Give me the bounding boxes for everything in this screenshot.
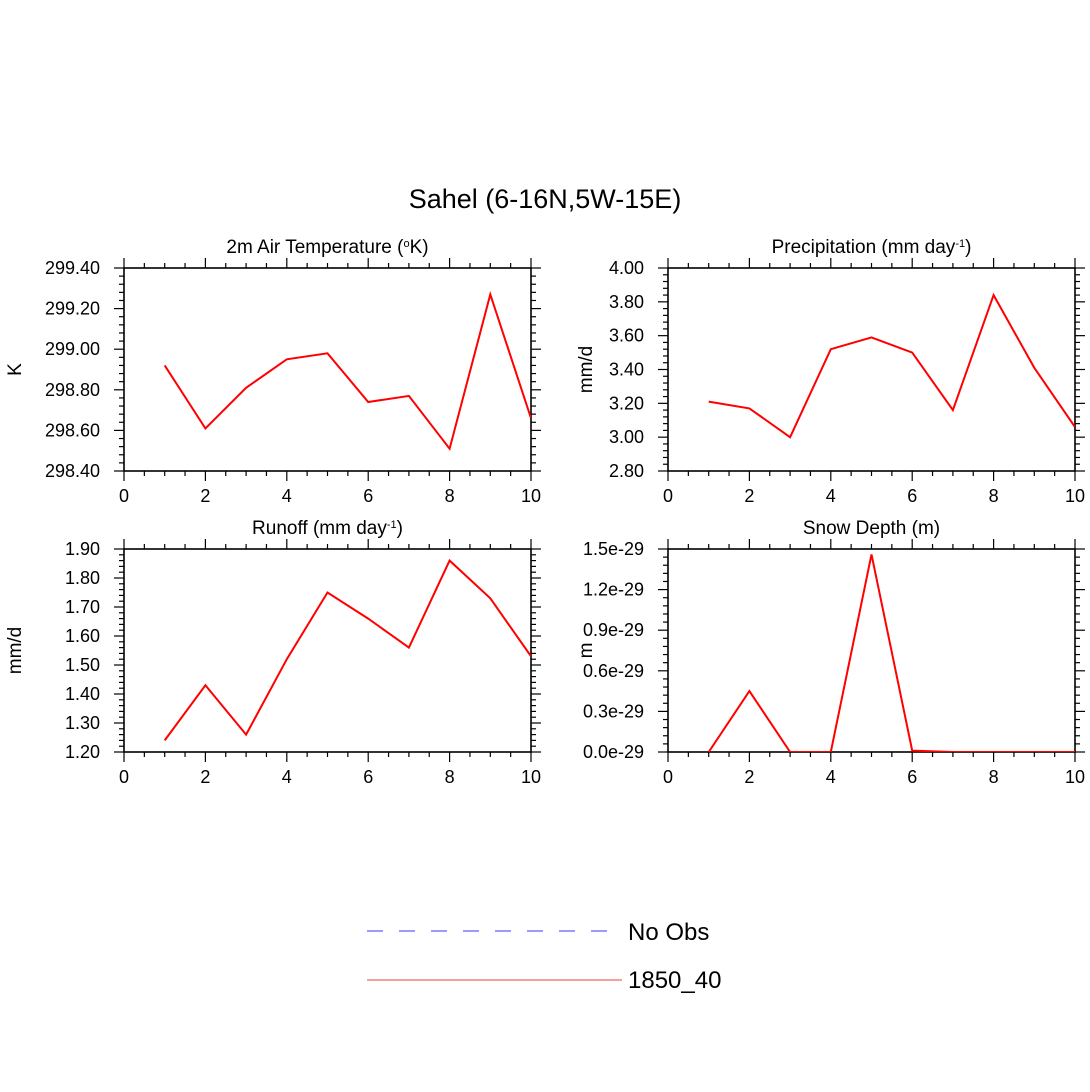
x-tick-label: 2 (744, 767, 754, 787)
panel-title-after: K) (410, 237, 429, 258)
legend: No Obs 1850_40 (367, 919, 721, 994)
y-tick-label: 298.60 (45, 420, 100, 440)
panel-precipitation: Precipitation (mm day-1) mm/d 0 2 4 6 8 10 2.8… (576, 237, 1085, 506)
y-axis-label: mm/d (5, 627, 26, 675)
y-tick-label: 299.20 (45, 299, 100, 319)
panel-title: Runoff (mm day-1) (252, 518, 403, 539)
figure-title: Sahel (6-16N,5W-15E) (409, 184, 682, 214)
x-tick-label: 6 (363, 767, 373, 787)
panel-title: 2m Air Temperature (oK) (226, 237, 428, 258)
y-tick-label: 1.50 (65, 655, 100, 675)
x-tick-label: 6 (907, 486, 917, 506)
y-tick-label: 3.40 (609, 360, 644, 380)
panel-title-after: ) (965, 237, 971, 258)
series-line-1850-40 (163, 558, 531, 741)
panel-snow-depth: Snow Depth (m) m 0 2 4 6 8 10 0.0e-29 0.3e-29 0.… (576, 518, 1085, 787)
y-tick-label: 298.80 (45, 380, 100, 400)
y-axis-label: mm/d (576, 346, 597, 394)
x-tick-label: 8 (445, 486, 455, 506)
y-tick-label: 1.70 (65, 597, 100, 617)
legend-label-1850-40: 1850_40 (628, 967, 721, 994)
x-tick-label: 10 (521, 486, 541, 506)
x-tick-label: 0 (663, 767, 673, 787)
panel-title-text: Precipitation (mm day (772, 237, 956, 258)
panel-title-after: ) (397, 518, 403, 539)
panel-title: Precipitation (mm day-1) (772, 237, 972, 258)
y-tick-label: 1.2e-29 (583, 580, 644, 600)
y-tick-label: 1.5e-29 (583, 539, 644, 559)
y-tick-label: 0.3e-29 (583, 701, 644, 721)
x-tick-label: 8 (445, 767, 455, 787)
y-tick-label: 3.80 (609, 292, 644, 312)
y-tick-label: 3.60 (609, 326, 644, 346)
y-axis-label: K (5, 363, 26, 376)
x-tick-label: 6 (907, 767, 917, 787)
series-line-1850-40 (707, 554, 1075, 752)
y-tick-label: 0.0e-29 (583, 742, 644, 762)
x-tick-label: 2 (200, 767, 210, 787)
x-tick-label: 0 (119, 767, 129, 787)
y-tick-label: 2.80 (609, 461, 644, 481)
y-tick-label: 1.60 (65, 626, 100, 646)
x-tick-label: 4 (282, 486, 292, 506)
y-tick-label: 1.80 (65, 568, 100, 588)
series-line-1850-40 (708, 292, 1075, 439)
x-tick-label: 4 (826, 767, 836, 787)
panel-runoff: Runoff (mm day-1) mm/d 0 2 4 6 8 10 1.20 1.30 1.… (5, 518, 541, 787)
panel-air-temperature: 2m Air Temperature (oK) K 0 2 4 6 8 10 298.40 2… (5, 237, 541, 506)
legend-label-no-obs: No Obs (628, 919, 709, 946)
series-line-1850-40 (163, 290, 531, 451)
panel-title-sup: -1 (955, 238, 965, 250)
x-tick-label: 6 (363, 486, 373, 506)
panel-title-sup: -1 (387, 519, 397, 531)
x-tick-label: 2 (200, 486, 210, 506)
x-tick-label: 10 (1065, 767, 1085, 787)
y-tick-label: 298.40 (45, 461, 100, 481)
x-tick-label: 10 (1065, 486, 1085, 506)
panel-title-text: Runoff (mm day (252, 518, 387, 539)
y-tick-label: 4.00 (609, 258, 644, 278)
x-tick-label: 2 (744, 486, 754, 506)
x-tick-label: 0 (119, 486, 129, 506)
y-tick-label: 1.40 (65, 684, 100, 704)
y-tick-label: 3.00 (609, 427, 644, 447)
panel-title-sup: o (403, 238, 409, 250)
x-tick-label: 10 (521, 767, 541, 787)
y-tick-label: 0.9e-29 (583, 620, 644, 640)
y-tick-label: 1.20 (65, 742, 100, 762)
panel-title-text: Snow Depth (m) (803, 518, 940, 539)
y-tick-label: 299.40 (45, 258, 100, 278)
y-tick-label: 1.90 (65, 539, 100, 559)
x-tick-label: 0 (663, 486, 673, 506)
plot-frame (667, 267, 1076, 472)
y-axis-label: m (576, 643, 597, 659)
panel-title: Snow Depth (m) (803, 518, 940, 539)
x-tick-label: 8 (989, 767, 999, 787)
x-tick-label: 8 (989, 486, 999, 506)
x-tick-label: 4 (826, 486, 836, 506)
y-tick-label: 299.00 (45, 339, 100, 359)
x-tick-label: 4 (282, 767, 292, 787)
y-tick-label: 0.6e-29 (583, 661, 644, 681)
y-tick-label: 1.30 (65, 713, 100, 733)
panel-title-text: 2m Air Temperature ( (226, 237, 404, 258)
y-tick-label: 3.20 (609, 393, 644, 413)
